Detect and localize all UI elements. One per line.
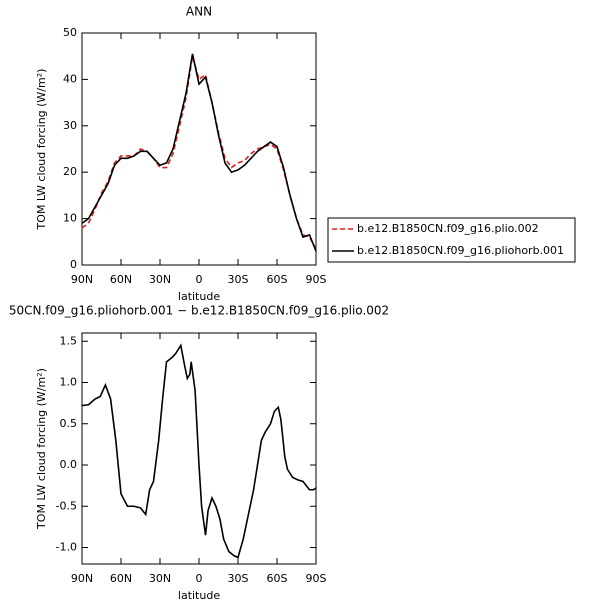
x-tick-label: 90S [306,273,327,286]
legend-label: b.e12.B1850CN.f09_g16.plio.002 [357,222,539,235]
x-tick-label: 30S [228,273,249,286]
x-tick-label: 90N [71,273,93,286]
x-tick-label: 60N [110,572,132,585]
x-tick-label: 60S [267,572,288,585]
y-tick-label: 1.5 [60,334,78,347]
y-tick-label: 40 [63,72,77,85]
legend-box [327,217,576,263]
x-tick-label: 60S [267,273,288,286]
y-tick-label: 20 [63,165,77,178]
plot-frame [81,332,317,565]
x-tick-label: 0 [196,572,203,585]
y-tick-label: 10 [63,212,77,225]
y-tick-label: 0 [70,258,77,271]
x-tick-label: 60N [110,273,132,286]
x-tick-label: 0 [196,273,203,286]
chart-title: 50CN.f09_g16.pliohorb.001 − b.e12.B1850C… [9,304,389,318]
y-axis-label: TOM LW cloud forcing (W/m²) [35,368,48,530]
y-tick-label: -1.0 [56,541,77,554]
y-axis-label: TOM LW cloud forcing (W/m²) [35,69,48,231]
x-axis-label: latitude [178,589,220,602]
y-tick-label: 0.0 [60,458,78,471]
x-axis-label: latitude [178,290,220,303]
y-tick-label: -0.5 [56,499,77,512]
x-tick-label: 30N [149,273,171,286]
plot-frame [81,32,317,266]
data-line [81,55,317,250]
chart-title: ANN [186,5,212,19]
y-tick-label: 50 [63,26,77,39]
x-tick-label: 30N [149,572,171,585]
y-tick-label: 0.5 [60,417,78,430]
data-line [81,53,317,252]
x-tick-label: 30S [228,572,249,585]
x-tick-label: 90S [306,572,327,585]
data-line [81,343,317,559]
x-tick-label: 90N [71,572,93,585]
legend-label: b.e12.B1850CN.f09_g16.pliohorb.001 [357,244,564,257]
y-tick-label: 1.0 [60,376,78,389]
y-tick-label: 30 [63,119,77,132]
